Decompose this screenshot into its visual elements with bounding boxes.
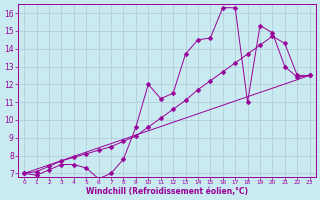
X-axis label: Windchill (Refroidissement éolien,°C): Windchill (Refroidissement éolien,°C) xyxy=(86,187,248,196)
